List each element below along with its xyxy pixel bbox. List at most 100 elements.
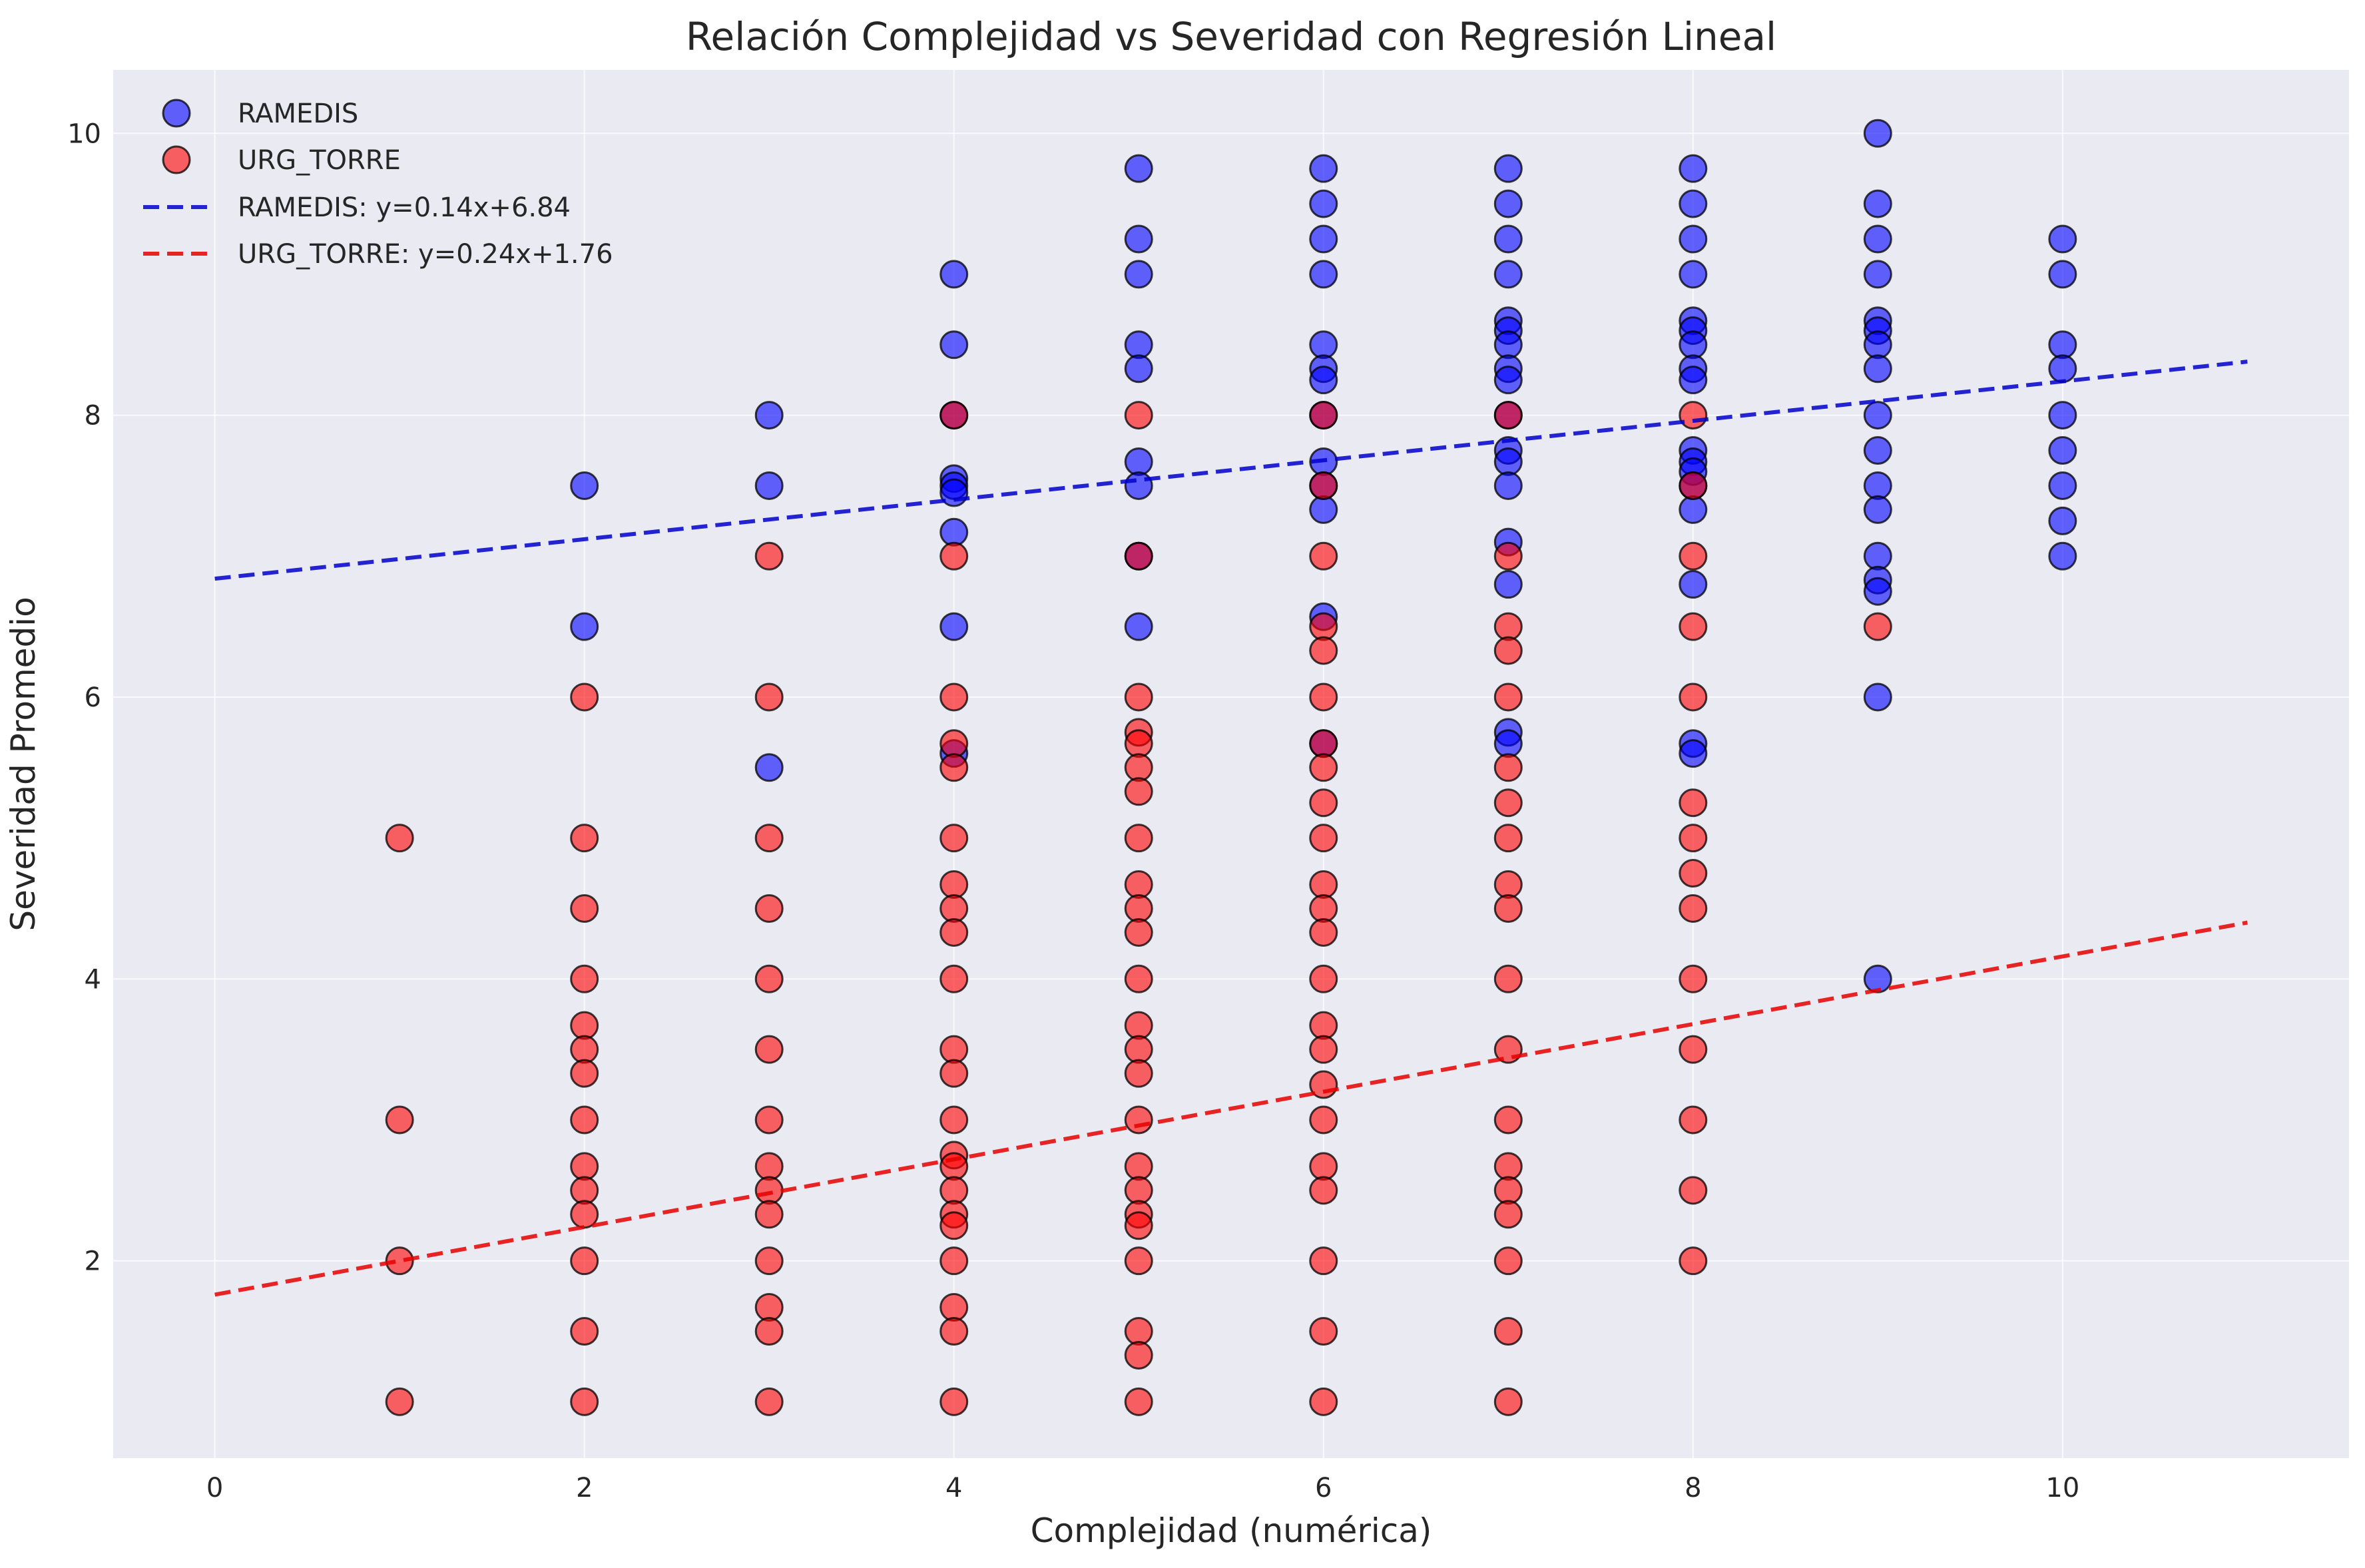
data-point (1679, 224, 1708, 254)
data-point (1493, 541, 1523, 571)
data-point (2048, 330, 2077, 360)
data-point (1124, 1059, 1153, 1088)
data-point (1124, 777, 1153, 806)
data-point (570, 1035, 599, 1064)
data-point (1124, 1035, 1153, 1064)
data-point (1124, 753, 1153, 782)
data-point (1124, 1340, 1153, 1370)
data-point (754, 1105, 784, 1135)
data-point (1309, 1176, 1338, 1205)
data-point (1124, 471, 1153, 500)
data-point (1679, 401, 1708, 430)
legend-label-ramedis-regression: RAMEDIS: y=0.14x+6.84 (238, 192, 571, 223)
data-point (939, 612, 969, 641)
data-point (1679, 330, 1708, 360)
data-point (1493, 471, 1523, 500)
data-point (939, 1387, 969, 1416)
data-point (1679, 1246, 1708, 1276)
data-point (1679, 260, 1708, 289)
data-point (1679, 1035, 1708, 1064)
y-tick-label: 2 (85, 1246, 101, 1277)
data-point (1863, 189, 1892, 218)
data-point (1309, 260, 1338, 289)
data-point (2048, 471, 2077, 500)
data-point (1309, 917, 1338, 947)
data-point (570, 1152, 599, 1181)
data-point (570, 682, 599, 712)
data-point (1309, 224, 1338, 254)
data-point (385, 824, 414, 853)
data-point (1124, 154, 1153, 183)
x-axis-title: Complejidad (numérica) (1031, 1511, 1432, 1550)
data-point (1493, 366, 1523, 395)
x-tick-label: 10 (2045, 1473, 2079, 1503)
data-point (1679, 1176, 1708, 1205)
data-point (939, 1152, 969, 1181)
data-point (1679, 471, 1708, 500)
data-point (1863, 612, 1892, 641)
y-tick-label: 8 (85, 401, 101, 431)
data-point (939, 729, 969, 758)
data-point (939, 682, 969, 712)
data-point (570, 1105, 599, 1135)
regression-line-urg-torre (214, 920, 2248, 1297)
data-point (1679, 788, 1708, 818)
data-point (939, 964, 969, 993)
data-point (2048, 541, 2077, 571)
data-point (1309, 1246, 1338, 1276)
data-point (1679, 541, 1708, 571)
data-point (754, 1316, 784, 1346)
data-point (1309, 753, 1338, 782)
data-point (1309, 1105, 1338, 1135)
data-point (1493, 1152, 1523, 1181)
data-point (754, 1387, 784, 1416)
data-point (570, 471, 599, 500)
data-point (1309, 401, 1338, 430)
data-point (2048, 224, 2077, 254)
data-point (1863, 964, 1892, 993)
data-point (1493, 447, 1523, 476)
data-point (1679, 189, 1708, 218)
data-point (1124, 224, 1153, 254)
data-point (1493, 224, 1523, 254)
data-point (754, 682, 784, 712)
data-point (939, 1176, 969, 1205)
data-point (1863, 577, 1892, 606)
data-point (1863, 354, 1892, 384)
data-point (1493, 189, 1523, 218)
data-point (939, 260, 969, 289)
data-point (1493, 1316, 1523, 1346)
legend-label-urg-torre: URG_TORRE (238, 145, 401, 176)
data-point (1124, 260, 1153, 289)
data-point (1863, 224, 1892, 254)
data-point (1309, 1011, 1338, 1040)
data-point (1309, 1387, 1338, 1416)
data-point (1309, 1152, 1338, 1181)
legend-marker-urg-torre (162, 145, 191, 174)
data-point (939, 517, 969, 547)
chart-title: Relación Complejidad vs Severidad con Re… (686, 14, 1776, 59)
data-point (1679, 824, 1708, 853)
plot-area (113, 70, 2349, 1458)
data-point (1124, 917, 1153, 947)
data-point (1124, 1011, 1153, 1040)
legend-label-ramedis: RAMEDIS (238, 99, 358, 129)
data-point (1679, 894, 1708, 923)
data-point (1309, 1316, 1338, 1346)
data-point (1309, 612, 1338, 641)
data-point (1309, 788, 1338, 818)
data-point (939, 330, 969, 360)
data-point (570, 964, 599, 993)
y-tick-label: 10 (67, 119, 101, 149)
data-point (1124, 330, 1153, 360)
data-point (1309, 729, 1338, 758)
data-point (1493, 729, 1523, 758)
data-point (754, 1176, 784, 1205)
data-point (1863, 541, 1892, 571)
data-point (570, 1176, 599, 1205)
regression-lines (214, 360, 2248, 1297)
data-point (1124, 964, 1153, 993)
data-point (1493, 1176, 1523, 1205)
data-point (1493, 753, 1523, 782)
data-point (1493, 964, 1523, 993)
